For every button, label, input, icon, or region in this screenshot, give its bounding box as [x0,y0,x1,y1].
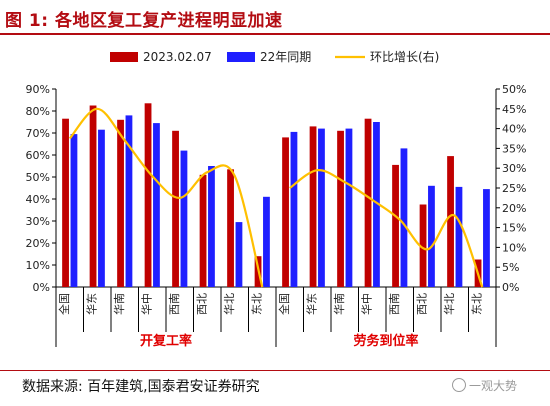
y-tick-label-left: 0% [33,281,50,294]
category-label: 全国 [57,293,71,315]
category-label: 东北 [470,293,483,315]
bar-2023 [89,105,97,287]
y-tick-label-left: 10% [26,259,50,272]
chart: 2023.02.07 22年同期 环比增长(右) 0% 10% 20% 30% 40% 50%… [26,49,527,349]
y-tick-label-right: 35% [502,142,526,155]
bar-2023 [364,118,372,287]
category-label: 东北 [250,293,263,315]
bar-22 [428,185,435,287]
bar-22 [70,134,78,287]
y-tick-label-right: 30% [502,162,526,175]
y-tick-label-left: 70% [26,127,50,140]
mom-growth-line-2 [289,169,484,288]
category-label: 华中 [139,293,153,315]
mom-growth-line-1 [68,107,264,288]
legend-label-mom: 环比增长(右) [370,49,439,64]
y-tick-label-right: 40% [502,123,526,136]
category-label: 华南 [332,293,346,315]
bar-22 [318,128,325,287]
category-label: 华东 [304,293,318,315]
y-tick-label-left: 80% [26,105,50,118]
bar-2023 [309,126,317,288]
bar-2023 [144,103,152,287]
y-tick-label-left: 40% [26,193,50,206]
chart-bars [62,103,490,288]
y-tick-label-right: 50% [502,83,526,96]
bar-22 [373,122,380,287]
chart-legend: 2023.02.07 22年同期 环比增长(右) [110,49,439,64]
bar-2023 [282,137,289,287]
bar-2023 [117,119,124,287]
bar-2023 [199,174,207,287]
watermark: 一观大势 [452,377,517,394]
category-label: 西南 [168,293,181,315]
footer-rule [0,370,550,371]
bar-22 [235,222,243,287]
category-label: 西南 [388,293,401,315]
bar-22 [125,115,133,288]
category-label: 华南 [112,293,126,315]
bar-22 [98,129,105,287]
data-source: 数据来源: 百年建筑,国泰君安证券研究 [22,379,260,395]
group-label: 开复工率 [140,333,192,349]
y-tick-label-left: 20% [26,237,50,250]
chart-line [68,107,484,288]
bar-2023 [227,169,234,287]
category-label: 西北 [195,293,208,315]
legend-swatch-2023 [110,52,138,62]
category-label: 华北 [442,293,456,315]
category-label: 西北 [415,293,428,315]
y-tick-label-right: 45% [502,103,526,116]
y-tick-label-right: 0% [502,281,519,294]
title-rule [0,33,550,35]
y-tick-label-left: 60% [26,149,50,162]
bar-2023 [62,118,69,287]
y-tick-label-right: 25% [502,182,526,195]
category-label: 华中 [359,293,373,315]
wechat-logo-icon [452,378,466,392]
bar-22 [153,123,160,287]
bar-22 [208,166,215,287]
category-label: 华东 [84,293,98,315]
bar-2023 [419,204,427,287]
y-tick-label-right: 10% [502,241,526,254]
y-tick-label-right: 20% [502,202,526,215]
bar-2023 [337,130,344,287]
legend-label-22: 22年同期 [260,50,311,64]
legend-label-2023: 2023.02.07 [143,50,212,64]
bar-2023 [447,156,454,287]
watermark-label: 一观大势 [469,379,518,393]
bar-22 [483,189,490,287]
y-tick-label-right: 15% [502,222,526,235]
category-label: 华北 [222,293,236,315]
bar-2023 [392,164,399,287]
figure-title: 图 1: 各地区复工复产进程明显加速 [5,11,283,31]
legend-swatch-22 [227,52,255,62]
bar-22 [400,148,408,287]
group-label: 劳务到位率 [353,333,418,349]
y-tick-label-left: 90% [26,83,50,96]
y-tick-label-right: 5% [502,261,519,274]
category-label: 全国 [277,293,291,315]
y-tick-label-left: 50% [26,171,50,184]
y-tick-label-left: 30% [26,215,50,228]
bar-22 [290,131,298,287]
bar-22 [263,196,270,287]
bar-22 [180,150,188,287]
bar-2023 [172,130,179,287]
bar-22 [345,128,353,287]
bar-22 [455,186,463,287]
